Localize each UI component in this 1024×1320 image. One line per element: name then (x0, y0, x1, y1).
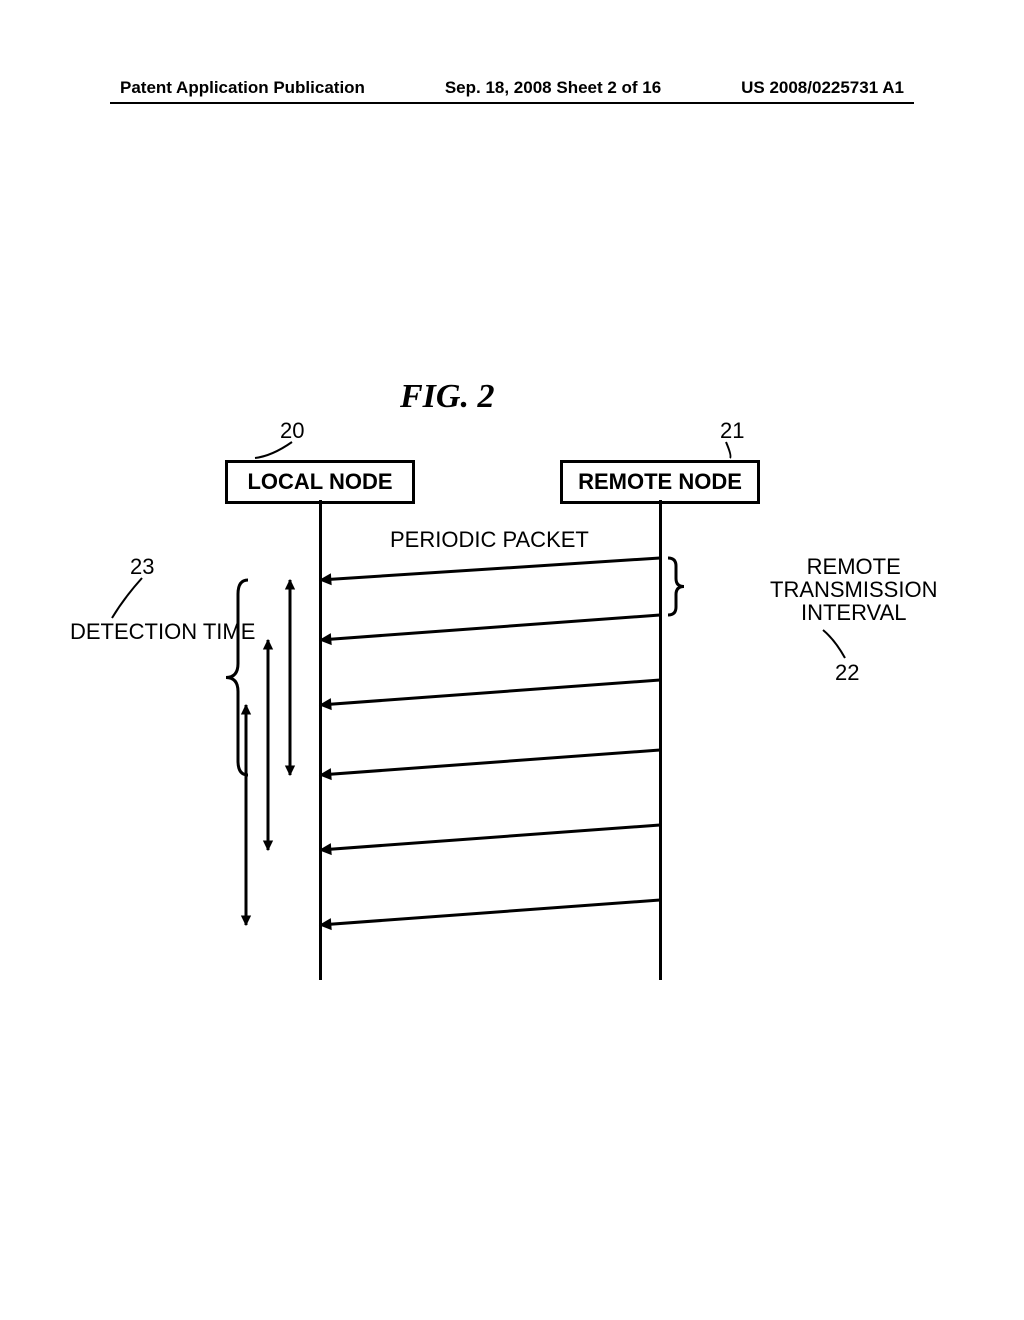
remote-interval-label: REMOTETRANSMISSIONINTERVAL (770, 555, 937, 624)
figure-title: FIG. 2 (400, 378, 494, 416)
remote-node-label: REMOTE NODE (578, 469, 742, 494)
periodic-packet-label: PERIODIC PACKET (390, 528, 589, 551)
ref-21: 21 (720, 418, 744, 444)
local-node-label: LOCAL NODE (247, 469, 392, 494)
diagram-svg (0, 0, 1024, 1320)
header-center: Sep. 18, 2008 Sheet 2 of 16 (445, 78, 661, 98)
detection-time-label: DETECTION TIME (70, 620, 255, 643)
header-right: US 2008/0225731 A1 (741, 78, 904, 98)
remote-node-box: REMOTE NODE (560, 460, 760, 504)
local-node-box: LOCAL NODE (225, 460, 415, 504)
ref-23: 23 (130, 554, 154, 580)
page-header: Patent Application Publication Sep. 18, … (0, 78, 1024, 98)
header-left: Patent Application Publication (120, 78, 365, 98)
header-rule (110, 102, 914, 104)
remote-lifeline (659, 500, 662, 980)
ref-22: 22 (835, 660, 859, 686)
local-lifeline (319, 500, 322, 980)
ref-20: 20 (280, 418, 304, 444)
